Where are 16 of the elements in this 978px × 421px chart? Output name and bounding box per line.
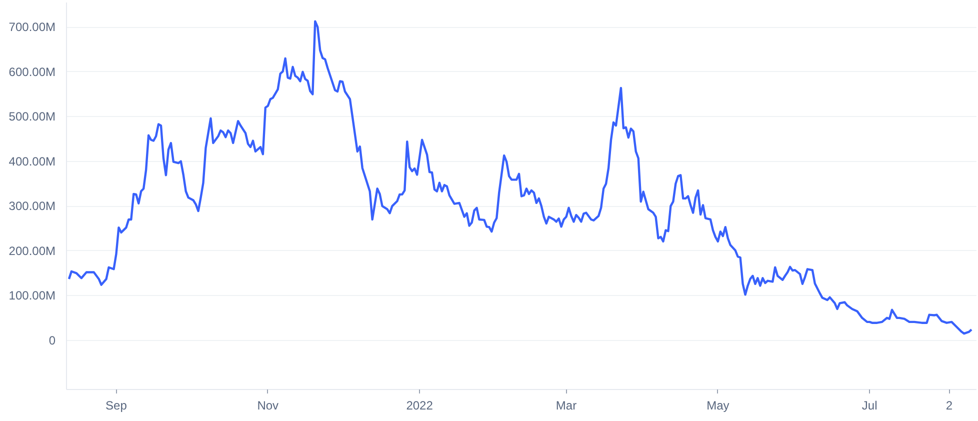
y-tick-label: 700.00M: [8, 20, 56, 34]
y-tick-label: 500.00M: [8, 110, 56, 124]
x-tick-label: 2: [946, 398, 953, 412]
y-tick-label: 100.00M: [8, 288, 56, 303]
x-tick-label: Mar: [556, 398, 577, 412]
x-tick-label: Sep: [106, 398, 128, 412]
y-tick-label: 0: [48, 333, 56, 348]
y-tick-label: 400.00M: [8, 154, 56, 168]
y-tick-label: 600.00M: [8, 64, 56, 79]
y-tick-label: 200.00M: [8, 244, 56, 258]
y-tick-label: 300.00M: [8, 199, 56, 214]
x-tick-label: Nov: [257, 398, 279, 412]
x-tick-label: May: [706, 398, 730, 412]
line-series: [68, 20, 973, 335]
x-tick-label: 2022: [406, 398, 434, 412]
x-tick-label: Jul: [862, 398, 878, 412]
